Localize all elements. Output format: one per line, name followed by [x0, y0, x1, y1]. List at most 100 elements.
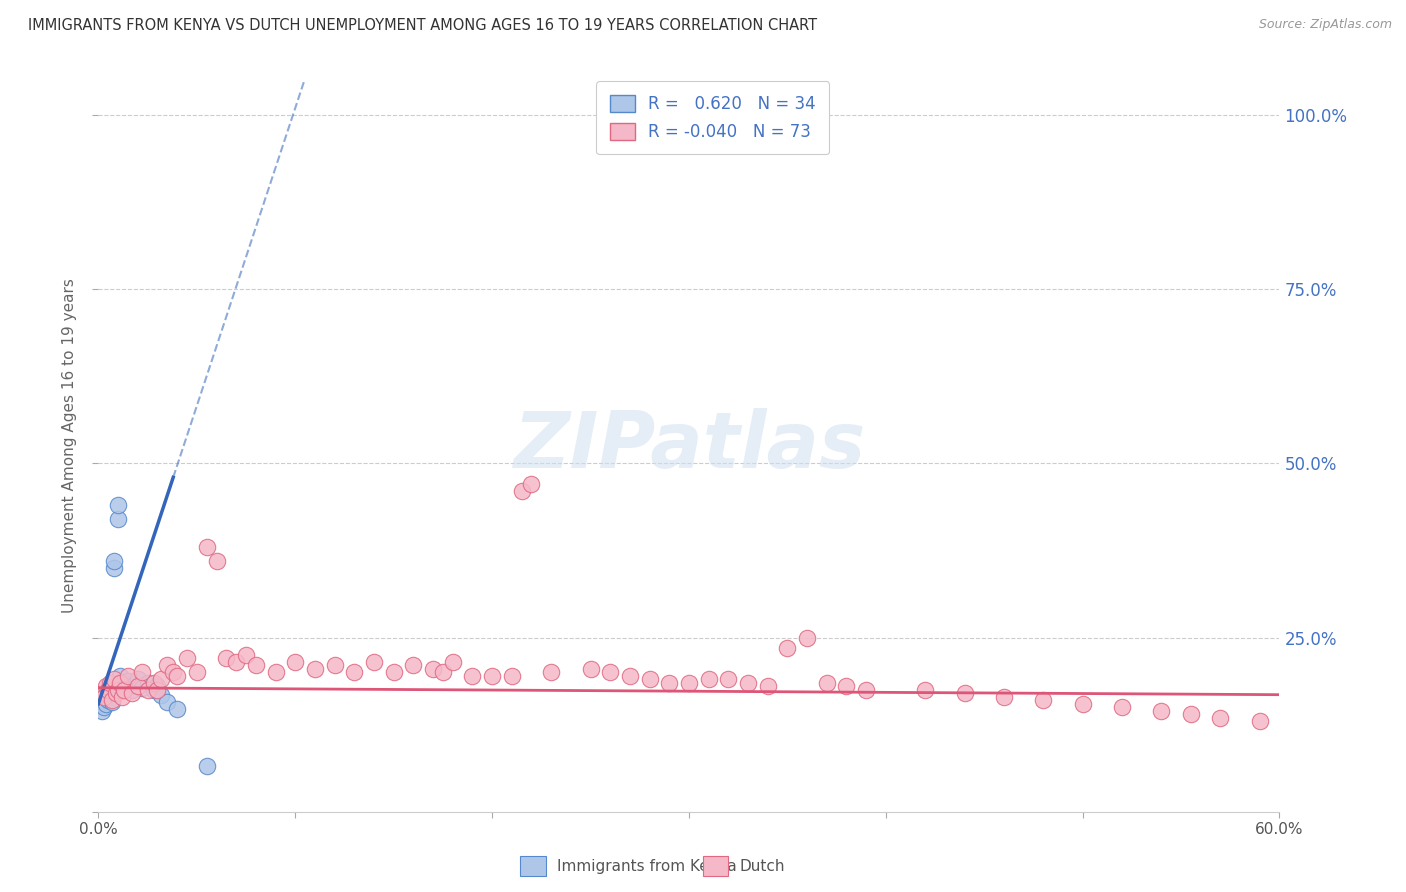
Point: [136, 676, 159, 690]
Point: [481, 669, 503, 683]
Point: [953, 686, 976, 700]
Point: [97, 693, 120, 707]
Point: [382, 665, 405, 680]
Point: [97, 682, 120, 697]
Text: IMMIGRANTS FROM KENYA VS DUTCH UNEMPLOYMENT AMONG AGES 16 TO 19 YEARS CORRELATIO: IMMIGRANTS FROM KENYA VS DUTCH UNEMPLOYM…: [28, 18, 817, 33]
Point: [111, 690, 134, 704]
Point: [97, 688, 120, 702]
Point: [108, 676, 131, 690]
Point: [101, 693, 124, 707]
Point: [93, 690, 115, 704]
Point: [510, 484, 533, 499]
Y-axis label: Unemployment Among Ages 16 to 19 years: Unemployment Among Ages 16 to 19 years: [62, 278, 77, 614]
Point: [776, 640, 799, 655]
Point: [127, 673, 149, 687]
Point: [284, 655, 307, 669]
Point: [136, 682, 159, 697]
Point: [131, 681, 153, 695]
Point: [264, 665, 287, 680]
Point: [146, 682, 169, 697]
Point: [363, 655, 385, 669]
Point: [91, 704, 114, 718]
Point: [737, 676, 759, 690]
Point: [225, 655, 247, 669]
Text: Immigrants from Kenya: Immigrants from Kenya: [557, 859, 737, 873]
Point: [98, 690, 121, 704]
Point: [215, 651, 238, 665]
Point: [111, 676, 134, 690]
Point: [93, 690, 115, 704]
Point: [658, 676, 681, 690]
Point: [304, 662, 326, 676]
Point: [107, 512, 129, 526]
Point: [103, 673, 125, 687]
Point: [461, 669, 484, 683]
Point: [638, 673, 661, 687]
Point: [540, 665, 562, 680]
Point: [107, 682, 129, 697]
Point: [717, 673, 740, 687]
Point: [105, 686, 128, 700]
Point: [112, 681, 135, 695]
Point: [835, 679, 858, 693]
Point: [108, 669, 131, 683]
Point: [697, 673, 720, 687]
Point: [914, 682, 936, 697]
Point: [422, 662, 444, 676]
Point: [150, 688, 173, 702]
Point: [156, 658, 179, 673]
Point: [815, 676, 838, 690]
Point: [121, 686, 143, 700]
Point: [501, 669, 523, 683]
Point: [678, 676, 700, 690]
Text: Source: ZipAtlas.com: Source: ZipAtlas.com: [1258, 18, 1392, 31]
Point: [103, 561, 125, 575]
Point: [176, 651, 198, 665]
Point: [1071, 697, 1094, 711]
Point: [96, 679, 118, 693]
Point: [117, 673, 139, 688]
Point: [993, 690, 1015, 704]
Point: [756, 679, 779, 693]
Point: [1180, 707, 1202, 722]
Point: [441, 655, 464, 669]
Point: [156, 695, 179, 709]
Point: [323, 658, 346, 673]
Legend: R =   0.620   N = 34, R = -0.040   N = 73: R = 0.620 N = 34, R = -0.040 N = 73: [596, 81, 830, 154]
Point: [343, 665, 366, 680]
Point: [93, 700, 115, 714]
Point: [131, 665, 153, 680]
Text: Dutch: Dutch: [740, 859, 785, 873]
Point: [186, 665, 208, 680]
Point: [97, 682, 120, 697]
Point: [91, 686, 114, 700]
Point: [1150, 704, 1173, 718]
Point: [796, 631, 818, 645]
Point: [91, 693, 114, 707]
Point: [142, 682, 165, 697]
Point: [122, 678, 145, 692]
Point: [195, 540, 218, 554]
Point: [96, 686, 118, 700]
Point: [402, 658, 425, 673]
Point: [235, 648, 257, 662]
Point: [150, 673, 173, 687]
Point: [105, 679, 128, 693]
Point: [245, 658, 267, 673]
Point: [579, 662, 602, 676]
Point: [520, 477, 543, 491]
Point: [162, 665, 184, 680]
Point: [103, 554, 125, 568]
Point: [146, 679, 169, 693]
Point: [205, 554, 228, 568]
Point: [619, 669, 641, 683]
Point: [855, 682, 877, 697]
Point: [101, 685, 124, 699]
Point: [117, 669, 139, 683]
Point: [107, 498, 129, 512]
Point: [432, 665, 454, 680]
Text: ZIPatlas: ZIPatlas: [513, 408, 865, 484]
Point: [98, 676, 121, 690]
Point: [96, 697, 118, 711]
Point: [98, 681, 121, 695]
